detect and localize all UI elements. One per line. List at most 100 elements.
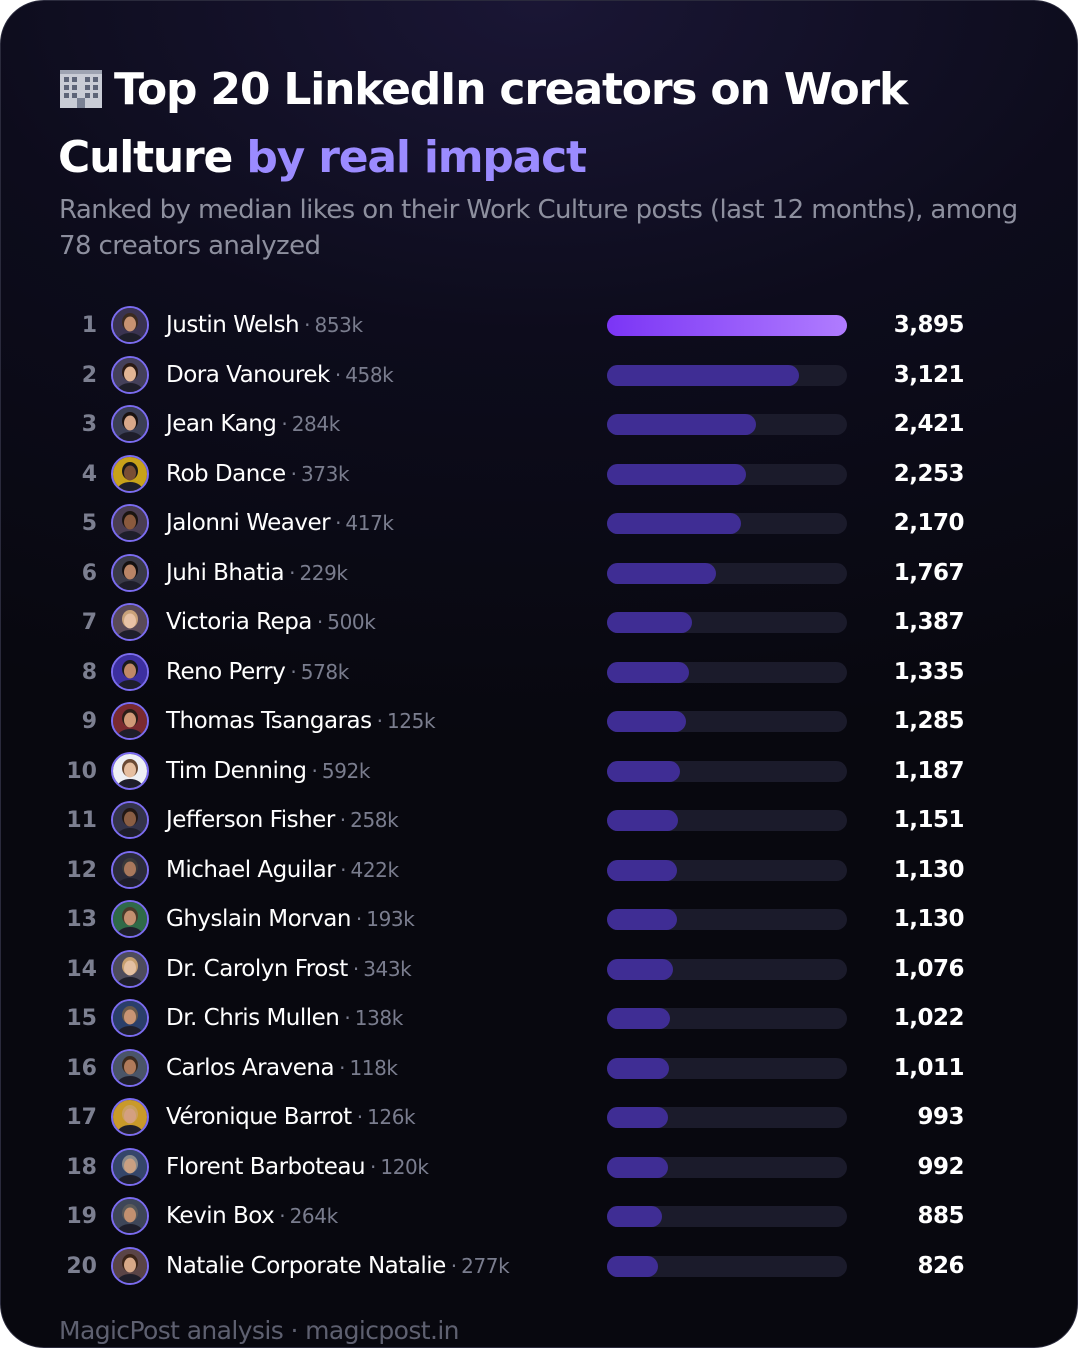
avatar-portrait xyxy=(113,357,147,392)
table-row: 12 Michael Aguilar · 422k 1,130 xyxy=(1,846,1077,895)
rank-number: 19 xyxy=(66,1204,97,1229)
follower-count: 500k xyxy=(327,610,376,634)
table-row: 16 Carlos Aravena · 118k 1,011 xyxy=(1,1044,1077,1093)
creator-label: Dora Vanourek · 458k xyxy=(166,351,394,400)
avatar xyxy=(111,1098,149,1136)
bar xyxy=(607,463,746,485)
avatar-portrait xyxy=(113,308,147,342)
bar xyxy=(607,1156,668,1178)
creator-name: Victoria Repa xyxy=(166,609,312,635)
creator-label: Florent Barboteau · 120k xyxy=(166,1143,429,1192)
avatar xyxy=(111,454,149,493)
separator-dot: · xyxy=(279,1204,286,1228)
rank-number: 1 xyxy=(81,313,97,338)
follower-count: 138k xyxy=(354,1006,404,1030)
separator-dot: · xyxy=(339,1055,346,1080)
creator-name: Kevin Box xyxy=(166,1203,275,1229)
avatar-portrait xyxy=(113,605,147,639)
table-row: 13 Ghyslain Morvan · 193k 1,130 xyxy=(1,895,1077,944)
separator-dot: · xyxy=(370,1154,377,1179)
creator-label: Michael Aguilar · 422k xyxy=(166,846,399,895)
bar-track xyxy=(607,1255,847,1277)
avatar xyxy=(111,652,149,691)
creator-name: Rob Dance xyxy=(166,460,286,487)
follower-count: 592k xyxy=(321,758,371,783)
rank-number: 8 xyxy=(81,659,97,685)
avatar xyxy=(111,751,149,790)
avatar-portrait xyxy=(113,852,147,887)
bar xyxy=(607,661,689,683)
value-label: 2,421 xyxy=(893,411,965,437)
bar xyxy=(607,315,847,336)
creator-name: Juhi Bhatia xyxy=(166,559,285,586)
follower-count: 125k xyxy=(386,709,436,733)
rank-number: 13 xyxy=(66,907,97,932)
separator-dot: · xyxy=(335,511,342,535)
avatar-portrait xyxy=(113,1149,147,1184)
page-title: Top 20 LinkedIn creators on Work Culture… xyxy=(58,59,1018,189)
avatar-portrait xyxy=(113,902,147,936)
bar-track xyxy=(607,711,847,732)
avatar xyxy=(111,850,149,889)
creator-name: Ghyslain Morvan xyxy=(166,906,351,932)
bar xyxy=(607,859,677,881)
creator-name: Dr. Chris Mullen xyxy=(166,1005,340,1031)
value-label: 1,151 xyxy=(893,807,965,833)
follower-count: 343k xyxy=(363,956,412,981)
table-row: 11 Jefferson Fisher · 258k 1,151 xyxy=(1,796,1077,845)
avatar xyxy=(111,702,149,740)
avatar xyxy=(111,1048,149,1087)
avatar-portrait xyxy=(113,803,147,837)
follower-count: 422k xyxy=(350,857,400,882)
rank-number: 16 xyxy=(66,1055,97,1081)
follower-count: 126k xyxy=(367,1105,416,1129)
separator-dot: · xyxy=(376,709,383,733)
creator-name: Jean Kang xyxy=(166,411,277,437)
avatar xyxy=(111,504,149,542)
avatar-portrait xyxy=(113,1199,147,1233)
separator-dot: · xyxy=(339,808,347,832)
value-label: 1,767 xyxy=(893,559,965,586)
avatar xyxy=(111,1246,149,1285)
creator-label: Jefferson Fisher · 258k xyxy=(166,796,399,845)
creator-label: Ghyslain Morvan · 193k xyxy=(166,895,415,944)
rank-number: 17 xyxy=(66,1105,97,1130)
rank-number: 6 xyxy=(81,560,97,586)
follower-count: 264k xyxy=(289,1204,339,1228)
bar-track xyxy=(607,513,847,534)
separator-dot: · xyxy=(290,461,297,486)
avatar xyxy=(111,553,149,592)
avatar-portrait xyxy=(113,1100,147,1134)
value-label: 3,895 xyxy=(893,312,965,338)
rank-number: 5 xyxy=(81,511,97,536)
creator-label: Tim Denning · 592k xyxy=(166,747,370,796)
separator-dot: · xyxy=(356,1105,364,1129)
bar xyxy=(607,1008,670,1029)
value-label: 1,187 xyxy=(893,757,965,784)
creator-label: Kevin Box · 264k xyxy=(166,1192,338,1241)
value-label: 885 xyxy=(917,1203,964,1229)
title-main: Top 20 LinkedIn creators on Work Culture xyxy=(58,64,908,183)
rank-number: 14 xyxy=(66,956,97,982)
creator-label: Jean Kang · 284k xyxy=(166,400,340,449)
bar xyxy=(607,414,756,435)
bar xyxy=(607,909,677,930)
avatar-portrait xyxy=(113,456,147,491)
rank-number: 12 xyxy=(66,857,97,883)
separator-dot: · xyxy=(304,313,311,337)
creator-label: Dr. Chris Mullen · 138k xyxy=(166,994,403,1043)
separator-dot: · xyxy=(289,560,296,585)
bar-track xyxy=(607,463,847,485)
value-label: 826 xyxy=(917,1252,964,1279)
avatar-portrait xyxy=(113,654,147,689)
creator-label: Jalonni Weaver · 417k xyxy=(166,499,394,548)
separator-dot: · xyxy=(352,956,360,981)
avatar xyxy=(111,949,149,988)
value-label: 2,170 xyxy=(893,510,965,536)
creator-name: Carlos Aravena xyxy=(166,1054,335,1081)
table-row: 17 Véronique Barrot · 126k 993 xyxy=(1,1093,1077,1142)
creator-name: Justin Welsh xyxy=(166,312,300,338)
creator-name: Michael Aguilar xyxy=(166,856,336,883)
table-row: 15 Dr. Chris Mullen · 138k 1,022 xyxy=(1,994,1077,1043)
bar-track xyxy=(607,909,847,930)
